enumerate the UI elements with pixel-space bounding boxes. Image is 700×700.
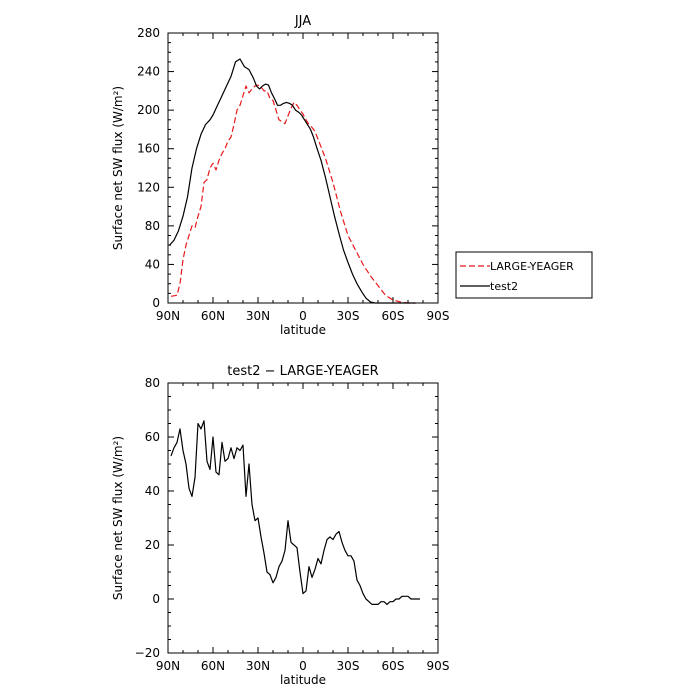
- plot-frame-0: [167, 32, 439, 304]
- x-tick-label: 60S: [382, 309, 405, 323]
- y-tick-label: 20: [145, 538, 160, 552]
- x-tick-label: 0: [299, 659, 307, 673]
- x-tick-label: 30S: [337, 659, 360, 673]
- series-line-0-1: [169, 58, 416, 304]
- legend-box: [455, 251, 593, 299]
- y-tick-label: 40: [145, 257, 160, 271]
- bottom-chart: test2 − LARGE-YEAGER 90N 60N 30N 0 30S 60S 90S −…: [111, 364, 449, 687]
- y-tick-label: 80: [145, 376, 160, 390]
- y-axis-label-0: Surface net SW flux (W/m²): [111, 86, 125, 250]
- y-tick-label: 60: [145, 430, 160, 444]
- series-line-1-0: [170, 420, 420, 606]
- x-axis-label-1: latitude: [280, 673, 326, 687]
- y-tick-label: 0: [152, 592, 160, 606]
- legend-label-0: LARGE-YEAGER: [490, 260, 574, 273]
- y-tick-label: −20: [135, 646, 160, 660]
- x-axis-label-0: latitude: [280, 323, 326, 337]
- x-tick-label: 60S: [382, 659, 405, 673]
- x-tick-label: 90N: [156, 309, 180, 323]
- y-tick-label: 280: [137, 26, 160, 40]
- x-tick-label: 90N: [156, 659, 180, 673]
- y-tick-label: 80: [145, 219, 160, 233]
- x-tick-label: 0: [299, 309, 307, 323]
- plot-frame-1: [167, 382, 439, 654]
- y-tick-label: 40: [145, 484, 160, 498]
- y-tick-label: 240: [137, 65, 160, 79]
- y-tick-label: 160: [137, 142, 160, 156]
- x-tick-label: 90S: [427, 309, 450, 323]
- series-line-0-0: [170, 84, 416, 304]
- legend: LARGE-YEAGER test2: [455, 251, 593, 299]
- x-tick-label: 30N: [246, 309, 270, 323]
- x-tick-label: 60N: [201, 659, 225, 673]
- y-tick-label: 120: [137, 180, 160, 194]
- legend-label-1: test2: [490, 280, 518, 293]
- y-axis-label-1: Surface net SW flux (W/m²): [111, 436, 125, 600]
- y-tick-label: 200: [137, 103, 160, 117]
- chart-title-0: JJA: [294, 14, 311, 29]
- x-tick-label: 60N: [201, 309, 225, 323]
- x-tick-label: 30N: [246, 659, 270, 673]
- x-tick-label: 30S: [337, 309, 360, 323]
- top-chart: JJA 90N 60N 30N 0 30S 60S 90S 0 40 80 120 160 200 240 2…: [111, 14, 449, 337]
- y-tick-label: 0: [152, 296, 160, 310]
- chart-title-1: test2 − LARGE-YEAGER: [227, 364, 378, 379]
- x-tick-label: 90S: [427, 659, 450, 673]
